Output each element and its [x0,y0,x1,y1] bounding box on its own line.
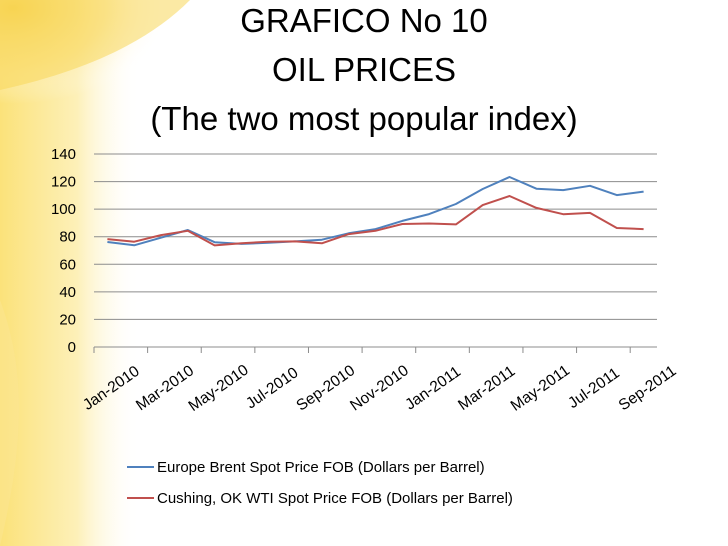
y-tick-label: 0 [68,339,76,356]
y-tick-label: 20 [59,311,76,328]
x-tick-label: Jan-2011 [402,363,464,413]
legend-label-2: Cushing, OK WTI Spot Price FOB (Dollars … [157,490,513,507]
x-tick-label: Jul-2011 [565,365,623,412]
x-tick-label: Mar-2011 [455,363,518,414]
y-tick-label: 100 [51,201,76,218]
x-tick-label: Mar-2010 [133,362,197,414]
y-tick-label: 60 [59,256,76,273]
x-tick-label: Sep-2011 [616,362,680,414]
chart-title-line-1: GRAFICO No 10 [240,2,488,39]
x-tick-label: Jan-2010 [80,363,143,414]
y-tick-label: 140 [51,146,76,163]
x-tick-label: May-2011 [508,362,573,415]
x-tick-label: May-2010 [186,361,253,415]
y-tick-label: 120 [51,174,76,191]
y-tick-label: 40 [59,284,76,301]
series-line-2 [107,195,644,247]
y-tick-label: 80 [59,229,76,246]
chart-title-line-2: OIL PRICES [272,51,456,88]
series-line-1 [107,176,644,247]
x-tick-label: Nov-2010 [347,362,412,415]
x-tick-label: Sep-2010 [293,362,358,415]
x-tick-label: Jul-2010 [243,364,302,412]
chart-title-line-3: (The two most popular index) [150,100,578,137]
legend-label-1: Europe Brent Spot Price FOB (Dollars per… [157,459,485,476]
